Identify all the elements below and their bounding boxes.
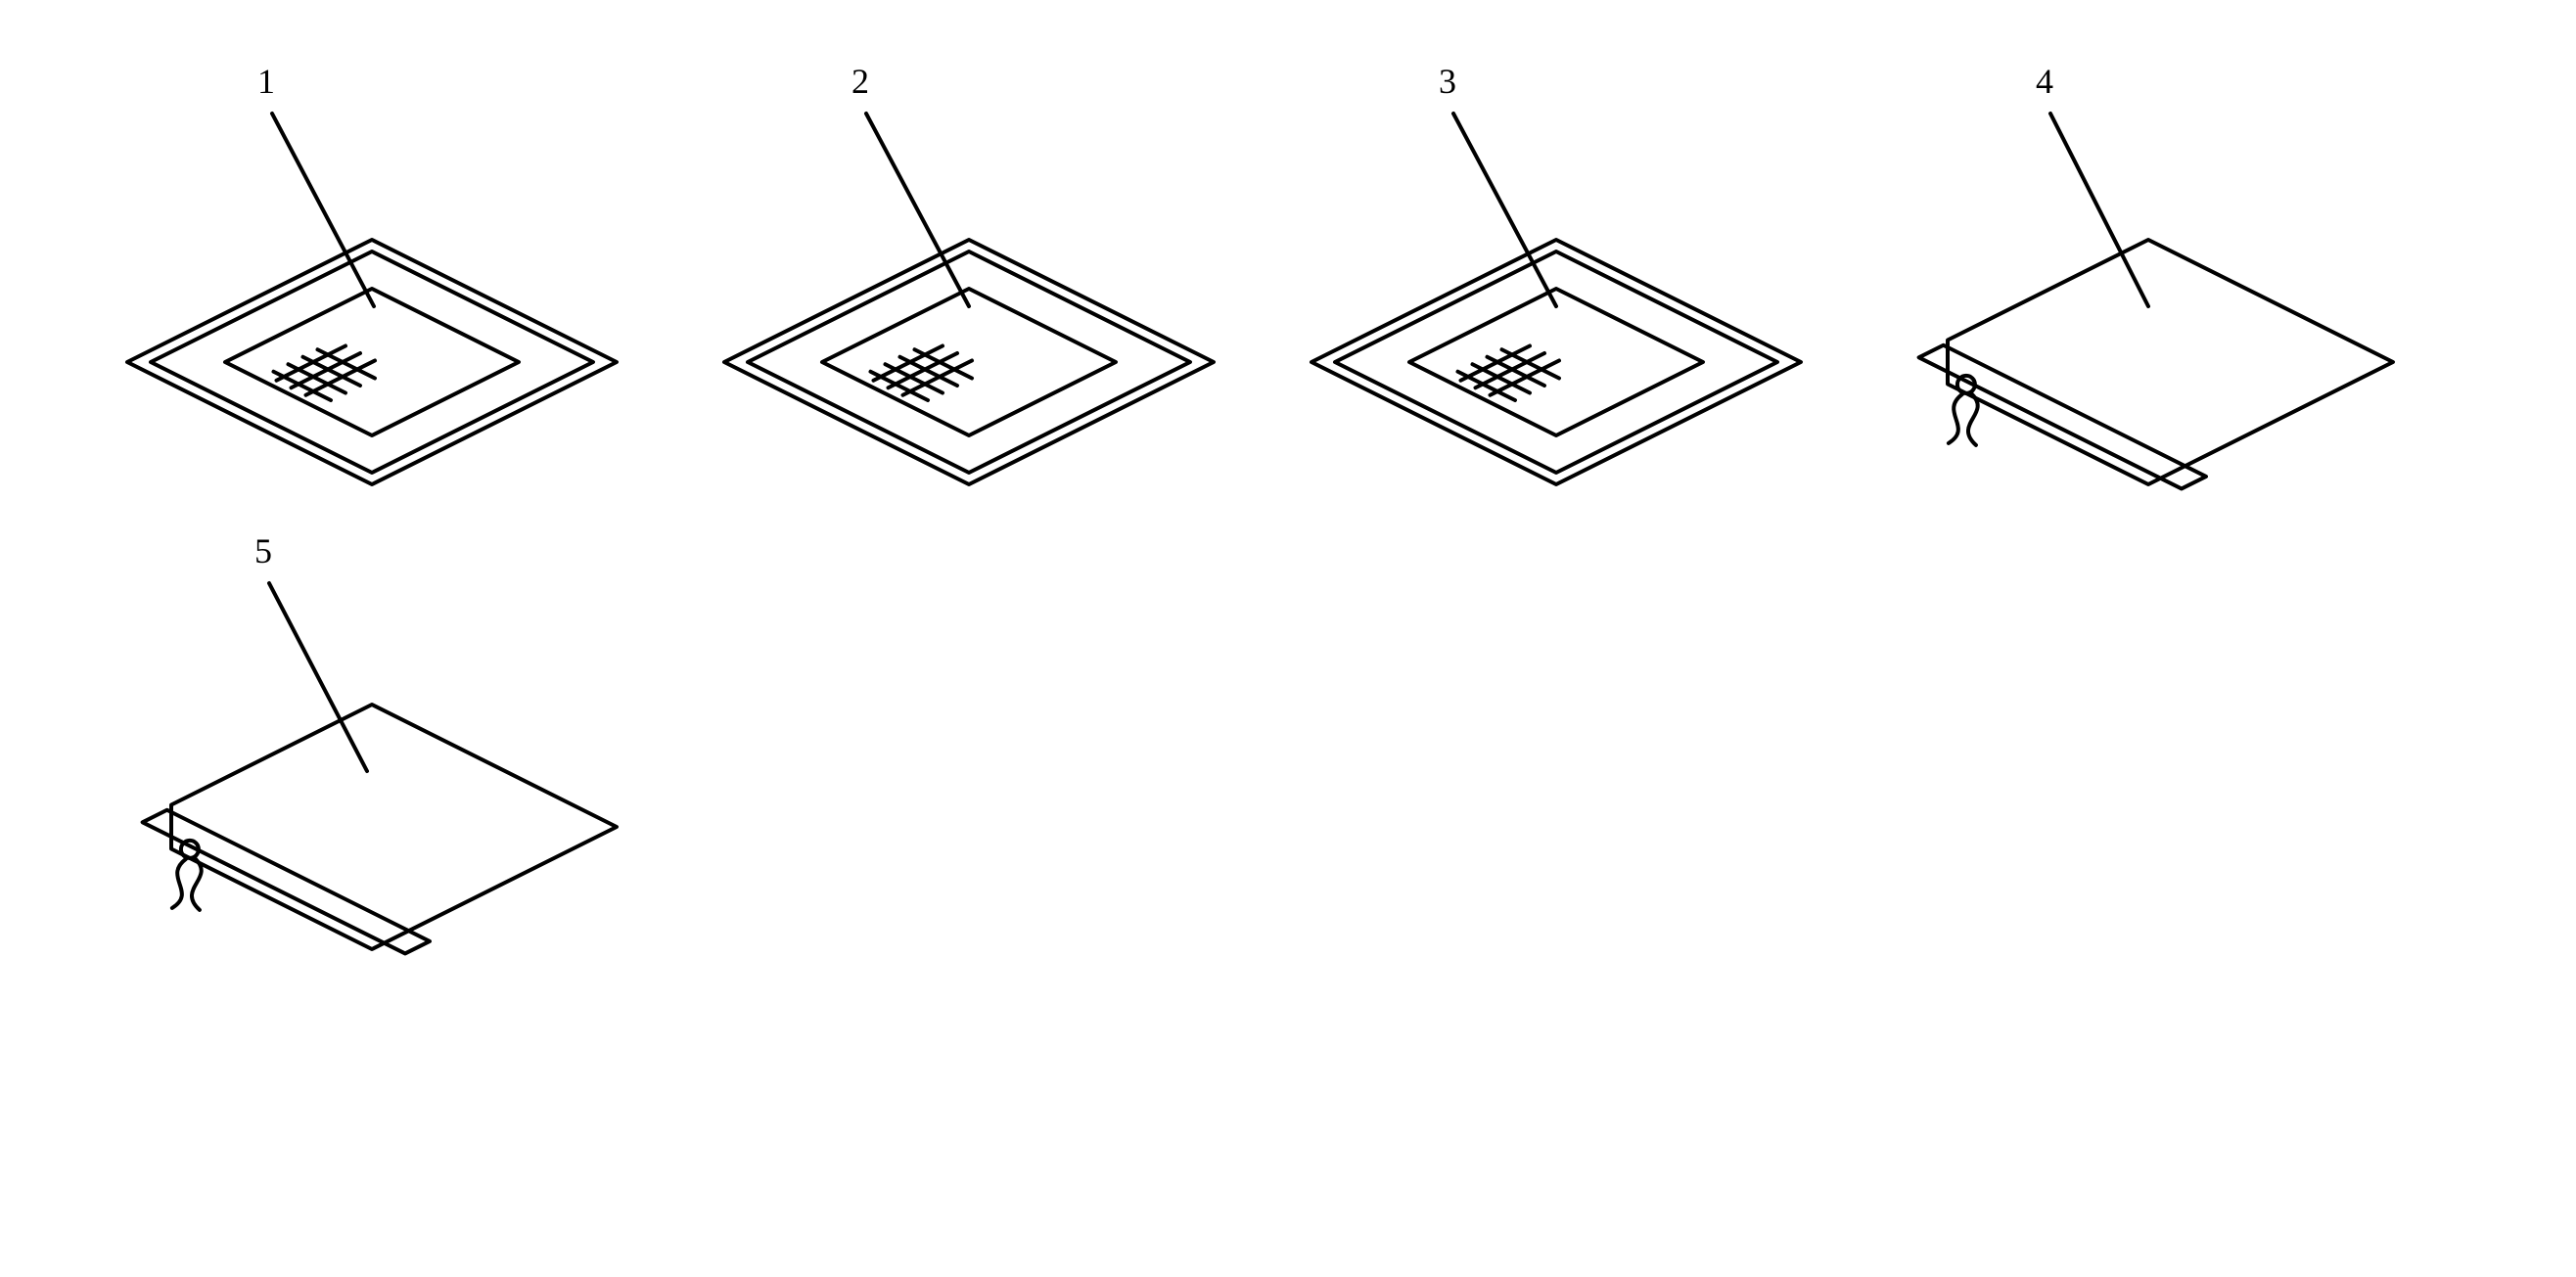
leader-line bbox=[2050, 114, 2148, 306]
callout-label: 4 bbox=[2036, 62, 2053, 101]
framed-panel bbox=[724, 240, 1214, 484]
leader-line bbox=[269, 583, 367, 771]
callout-label: 3 bbox=[1439, 62, 1456, 101]
tag-panel bbox=[143, 705, 617, 953]
framed-panel bbox=[1311, 240, 1801, 484]
tag-panel bbox=[1919, 240, 2393, 488]
framed-panel bbox=[127, 240, 617, 484]
callout-label: 1 bbox=[257, 62, 275, 101]
callout-label: 2 bbox=[851, 62, 869, 101]
callout-label: 5 bbox=[254, 531, 272, 570]
